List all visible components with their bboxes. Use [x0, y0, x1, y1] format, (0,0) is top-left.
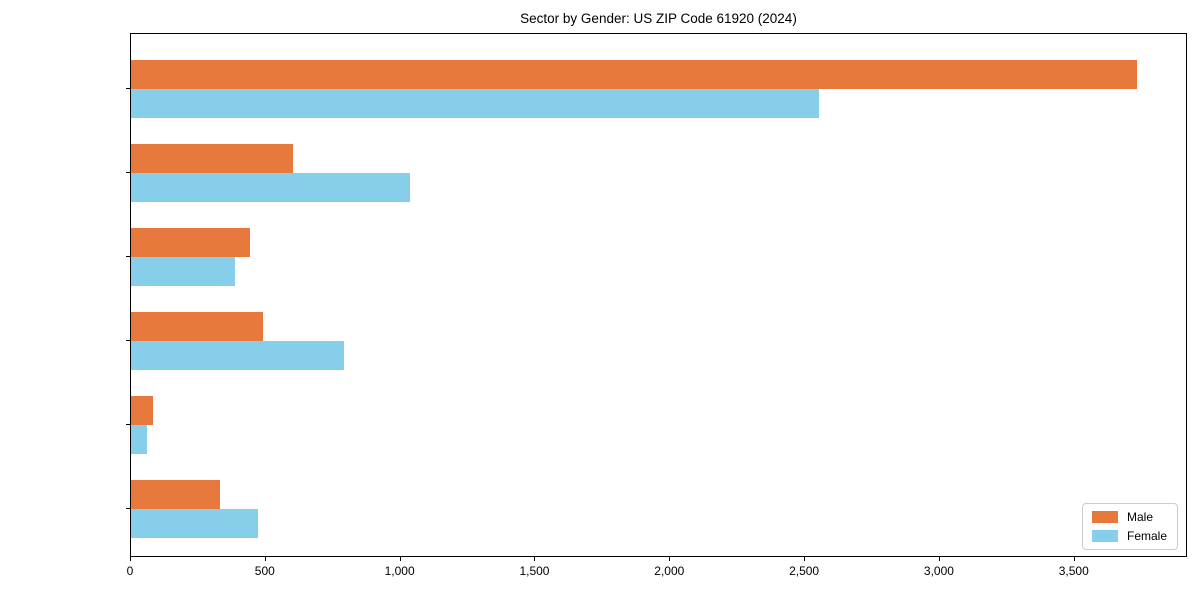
bar-female [131, 257, 235, 286]
x-tick-mark [399, 557, 401, 561]
y-tick-mark [126, 424, 130, 425]
x-tick-mark [669, 557, 671, 561]
female-swatch-icon [1091, 530, 1118, 542]
legend-item-male: Male [1091, 510, 1167, 524]
bar-female [131, 173, 411, 202]
x-tick-label: 1,000 [384, 564, 415, 578]
legend-label-male: Male [1126, 510, 1153, 524]
legend: Male Female [1081, 503, 1178, 550]
y-tick-mark [126, 172, 130, 173]
bar-male [131, 144, 293, 173]
bar-female [131, 341, 345, 370]
male-swatch-icon [1091, 511, 1118, 523]
x-tick-label: 3,500 [1058, 564, 1089, 578]
x-tick-label: 3,000 [923, 564, 954, 578]
legend-label-female: Female [1126, 529, 1167, 543]
bar-male [131, 228, 250, 257]
y-tick-mark [126, 508, 130, 509]
bar-female [131, 425, 148, 454]
x-tick-mark [1073, 557, 1075, 561]
x-tick-label: 0 [126, 564, 134, 578]
legend-item-female: Female [1091, 529, 1167, 543]
x-tick-label: 2,500 [789, 564, 820, 578]
y-tick-mark [126, 340, 130, 341]
x-tick-mark [130, 557, 131, 561]
y-tick-mark [126, 88, 130, 89]
x-tick-mark [264, 557, 266, 561]
x-tick-mark [534, 557, 536, 561]
bar-female [131, 89, 819, 118]
x-tick-label: 2,000 [654, 564, 685, 578]
y-tick-mark [126, 256, 130, 257]
bar-male [131, 60, 1137, 89]
x-tick-label: 1,500 [519, 564, 550, 578]
bar-male [131, 480, 220, 509]
plot-area: Male Female [130, 33, 1187, 557]
x-tick-mark [804, 557, 806, 561]
chart-title: Sector by Gender: US ZIP Code 61920 (202… [520, 11, 797, 26]
bar-female [131, 509, 258, 538]
bar-male [131, 312, 264, 341]
x-tick-mark [938, 557, 940, 561]
bar-male [131, 396, 153, 425]
x-tick-label: 500 [254, 564, 275, 578]
